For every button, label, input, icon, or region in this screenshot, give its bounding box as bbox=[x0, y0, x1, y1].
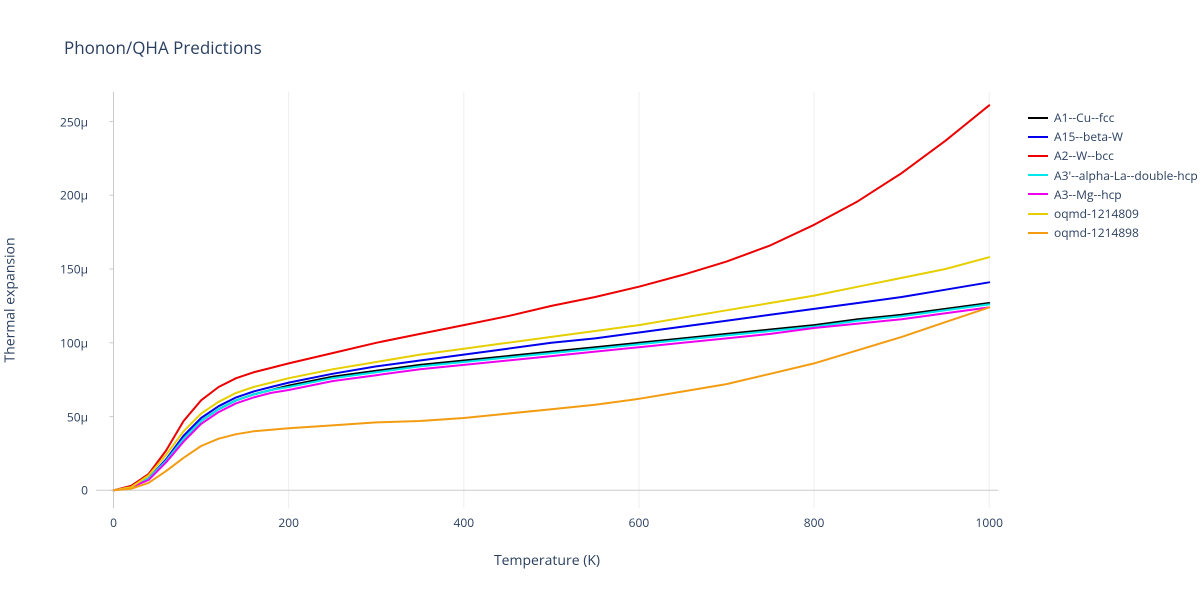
legend-item[interactable]: A1--Cu--fcc bbox=[1028, 108, 1198, 127]
legend-swatch bbox=[1028, 213, 1048, 215]
series-line[interactable] bbox=[114, 307, 990, 490]
legend-item[interactable]: A2--W--bcc bbox=[1028, 146, 1198, 165]
legend-swatch bbox=[1028, 232, 1048, 234]
x-axis-label: Temperature (K) bbox=[494, 551, 600, 570]
x-tick-label: 800 bbox=[804, 514, 825, 531]
series-line[interactable] bbox=[114, 257, 990, 490]
y-tick-label: 0 bbox=[81, 482, 88, 499]
x-tick-label: 600 bbox=[629, 514, 650, 531]
x-tick-label: 0 bbox=[110, 514, 117, 531]
legend-label: A3--Mg--hcp bbox=[1054, 185, 1122, 204]
y-axis-label: Thermal expansion bbox=[1, 237, 20, 362]
x-tick-label: 400 bbox=[454, 514, 475, 531]
legend-item[interactable]: oqmd-1214809 bbox=[1028, 204, 1198, 223]
legend-swatch bbox=[1028, 155, 1048, 157]
chart-viewport: Phonon/QHA Predictions Thermal expansion… bbox=[0, 0, 1200, 600]
legend-item[interactable]: A15--beta-W bbox=[1028, 127, 1198, 146]
series-line[interactable] bbox=[114, 282, 990, 490]
legend-label: A1--Cu--fcc bbox=[1054, 108, 1114, 127]
legend: A1--Cu--fccA15--beta-WA2--W--bccA3'--alp… bbox=[1028, 108, 1198, 242]
series-line[interactable] bbox=[114, 307, 990, 490]
y-tick-label: 250μ bbox=[60, 113, 88, 130]
x-tick-label: 200 bbox=[278, 514, 299, 531]
chart-title: Phonon/QHA Predictions bbox=[64, 36, 262, 59]
legend-item[interactable]: A3'--alpha-La--double-hcp bbox=[1028, 166, 1198, 185]
y-tick-label: 150μ bbox=[60, 261, 88, 278]
legend-label: oqmd-1214898 bbox=[1054, 223, 1139, 242]
legend-label: A15--beta-W bbox=[1054, 127, 1123, 146]
legend-swatch bbox=[1028, 136, 1048, 138]
legend-item[interactable]: A3--Mg--hcp bbox=[1028, 185, 1198, 204]
legend-item[interactable]: oqmd-1214898 bbox=[1028, 223, 1198, 242]
legend-swatch bbox=[1028, 174, 1048, 176]
x-tick-label: 1000 bbox=[976, 514, 1003, 531]
legend-label: A3'--alpha-La--double-hcp bbox=[1054, 166, 1198, 185]
legend-label: oqmd-1214809 bbox=[1054, 204, 1139, 223]
y-tick-label: 200μ bbox=[60, 187, 88, 204]
legend-label: A2--W--bcc bbox=[1054, 146, 1114, 165]
plot-area bbox=[96, 92, 998, 508]
y-tick-label: 100μ bbox=[60, 334, 88, 351]
y-tick-label: 50μ bbox=[67, 408, 88, 425]
legend-swatch bbox=[1028, 193, 1048, 195]
series-line[interactable] bbox=[114, 304, 990, 490]
legend-swatch bbox=[1028, 117, 1048, 119]
